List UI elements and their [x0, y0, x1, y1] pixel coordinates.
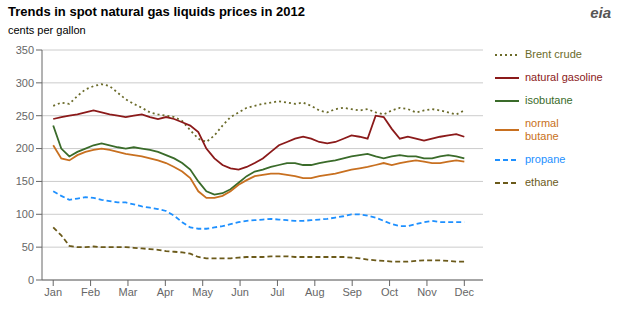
svg-text:100: 100	[16, 208, 34, 220]
svg-text:Nov: Nov	[417, 286, 437, 298]
svg-text:200: 200	[16, 142, 34, 154]
html-text:natural gasoline: natural gasoline	[525, 71, 603, 83]
html-text:normal butane: normal butane	[525, 117, 559, 142]
svg-text:50: 50	[22, 241, 34, 253]
svg-text:150: 150	[16, 175, 34, 187]
svg-text:Mar: Mar	[118, 286, 137, 298]
svg-text:Feb: Feb	[81, 286, 100, 298]
svg-text:Jan: Jan	[44, 286, 62, 298]
html-text:propane: propane	[525, 153, 566, 165]
svg-text:Jun: Jun	[231, 286, 249, 298]
html-text:eia: eia	[590, 4, 611, 21]
html-text:Brent crude: Brent crude	[525, 48, 582, 60]
html-text:ethane: ethane	[525, 176, 559, 188]
svg-text:Jul: Jul	[270, 286, 284, 298]
svg-text:May: May	[192, 286, 213, 298]
html-text:cents per gallon: cents per gallon	[8, 24, 86, 36]
html-text:Trends in spot natural gas liq: Trends in spot natural gas liquids price…	[8, 4, 305, 19]
svg-text:Aug: Aug	[305, 286, 325, 298]
svg-text:0: 0	[28, 274, 34, 286]
html-text:isobutane: isobutane	[525, 94, 573, 106]
svg-text:Apr: Apr	[157, 286, 174, 298]
svg-text:350: 350	[16, 44, 34, 56]
svg-text:Oct: Oct	[381, 286, 398, 298]
svg-text:300: 300	[16, 77, 34, 89]
svg-text:Sep: Sep	[342, 286, 362, 298]
svg-text:250: 250	[16, 110, 34, 122]
svg-text:Dec: Dec	[455, 286, 475, 298]
